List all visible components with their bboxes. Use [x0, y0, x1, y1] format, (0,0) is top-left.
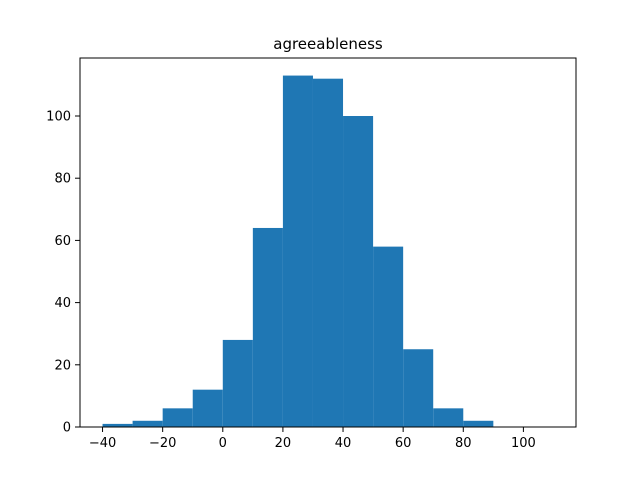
chart-title: agreeableness	[273, 35, 383, 53]
histogram-bar	[343, 116, 374, 427]
histogram-bar	[132, 420, 163, 427]
x-tick-label: −20	[149, 436, 176, 451]
plot-frame	[79, 57, 577, 428]
histogram-bar	[222, 339, 253, 427]
histogram-bar	[433, 408, 464, 427]
histogram-bar	[162, 408, 193, 427]
y-tick-label: 100	[46, 110, 71, 125]
histogram-bar	[373, 246, 404, 427]
x-tick-label: 20	[275, 436, 292, 451]
y-tick-label: 20	[54, 358, 71, 373]
histogram-bar	[102, 423, 133, 427]
histogram-bar	[192, 389, 223, 427]
histogram-bar	[463, 420, 494, 427]
x-tick-label: 80	[455, 436, 472, 451]
histogram-bar	[282, 75, 313, 428]
y-tick-label: 80	[54, 172, 71, 187]
histogram-bar	[252, 227, 283, 427]
y-tick-label: 0	[63, 421, 71, 436]
y-tick-label: 60	[54, 234, 71, 249]
x-axis: −40 −20 0 20 40 60 80 100	[89, 427, 536, 451]
y-axis: 0 20 40 60 80 100	[46, 110, 80, 436]
x-tick-label: 40	[335, 436, 352, 451]
y-tick-label: 40	[54, 296, 71, 311]
histogram-bar	[312, 78, 344, 427]
x-tick-label: 0	[219, 436, 227, 451]
histogram-bar	[403, 349, 434, 427]
x-tick-label: 60	[395, 436, 412, 451]
x-tick-label: 100	[511, 436, 536, 451]
bars-group	[102, 75, 494, 428]
x-tick-label: −40	[89, 436, 116, 451]
